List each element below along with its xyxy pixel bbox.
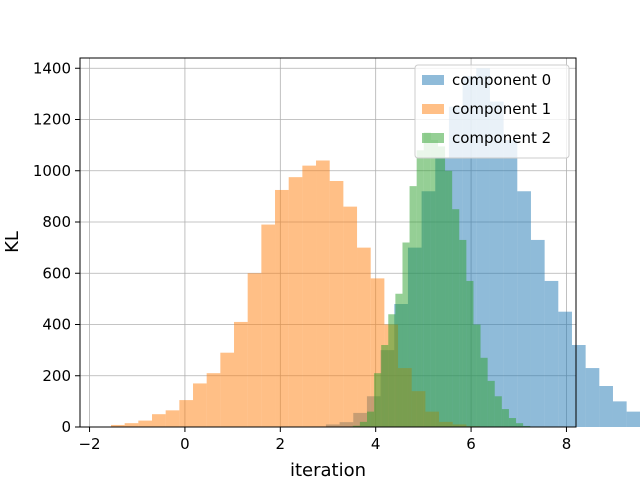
series-2-bar-21 [501,409,509,427]
series-1-bar-13 [288,177,303,427]
series-2-bar-2 [366,411,375,427]
legend-label-2: component 2 [452,129,551,147]
series-1-bar-3 [152,414,166,427]
series-0-bar-13 [489,101,504,427]
legend-swatch-2 [422,133,444,143]
x-tick-label-4: 6 [466,435,476,453]
series-0-bar-19 [571,345,586,427]
series-0-bar-17 [544,280,559,427]
series-2-bar-24 [523,425,531,427]
series-2-bar-20 [494,396,502,427]
series-2-bar-13 [445,170,453,427]
y-tick-label-3: 600 [42,264,71,282]
series-1-bar-14 [302,165,317,427]
y-tick-label-0: 0 [61,418,71,436]
axis-ticks: −2 0 2 4 6 8 0 200 400 600 800 1000 1200 1400 [33,59,571,453]
y-axis-label: KL [2,231,23,253]
series-2-bar-5 [388,314,396,427]
series-2-bar-11 [430,140,438,427]
series-1-bar-6 [193,383,207,427]
series-0-bar-23 [626,411,640,427]
series-1-bar-4 [165,410,180,427]
y-tick-label-4: 800 [42,213,71,231]
series-2-bar-4 [381,345,389,427]
legend-box [414,64,570,159]
series-1-bar-1 [124,423,139,427]
series-1-bar-9 [234,321,248,427]
series-1-bar-18 [357,247,371,427]
series-0-bar-16 [530,239,545,427]
series-2-bar-14 [452,209,460,427]
x-tick-label-5: 8 [562,435,572,453]
series-1-bar-8 [220,352,235,427]
series-0-bar-20 [585,368,600,427]
legend-label-1: component 1 [452,100,551,118]
series-1-bar-2 [138,420,153,427]
y-tick-label-5: 1000 [33,162,71,180]
series-2-bar-9 [416,150,424,427]
legend-swatch-1 [422,104,444,114]
series-1-bar-16 [329,181,344,427]
series-0-bar-14 [503,140,518,427]
series-1-bar-17 [343,206,358,427]
x-tick-label-1: 0 [180,435,190,453]
x-tick-label-2: 2 [276,435,286,453]
legend-swatch-0 [422,75,444,85]
series-1-bar-5 [179,400,194,427]
series-2-bar-8 [409,186,417,427]
series-2-bar-1 [359,421,367,427]
series-2-bar-23 [516,423,524,427]
series-1-bar-0 [111,424,125,427]
series-2-bar-17 [473,324,481,427]
series-0-bar-21 [599,386,613,427]
legend: component 0 component 1 component 2 [414,64,570,159]
x-tick-label-0: −2 [78,435,100,453]
series-2-bar-6 [395,293,403,427]
series-2-bar-12 [437,146,446,427]
series-2-bar-10 [423,132,431,427]
plot-frame [79,57,577,428]
series-2-bar-15 [459,239,467,427]
x-tick-label-3: 4 [371,435,381,453]
series-1-bar-15 [316,160,330,427]
y-tick-label-2: 400 [42,316,71,334]
series-2-bar-16 [466,280,474,427]
series-1-bar-12 [275,189,289,427]
series-2-bar-22 [508,418,517,427]
series-0-bar-22 [612,401,627,427]
legend-label-0: component 0 [452,71,551,89]
series-2-bar-18 [480,357,488,427]
series-2-bar-0 [352,425,360,427]
series-1-bar-7 [206,373,221,427]
histogram-bars [111,68,640,427]
y-tick-label-7: 1400 [33,59,71,77]
series-2-bar-19 [487,380,495,427]
series-1-bar-10 [247,273,262,427]
series-2-bars [352,132,538,427]
series-2-bar-3 [374,373,382,427]
series-0-bar-15 [517,191,531,427]
series-0-bar-18 [558,311,572,427]
y-tick-label-1: 200 [42,367,71,385]
series-1-bar-11 [261,224,276,427]
series-2-bar-7 [402,242,410,427]
x-axis-label: iteration [290,460,366,480]
y-tick-label-6: 1200 [33,111,71,129]
